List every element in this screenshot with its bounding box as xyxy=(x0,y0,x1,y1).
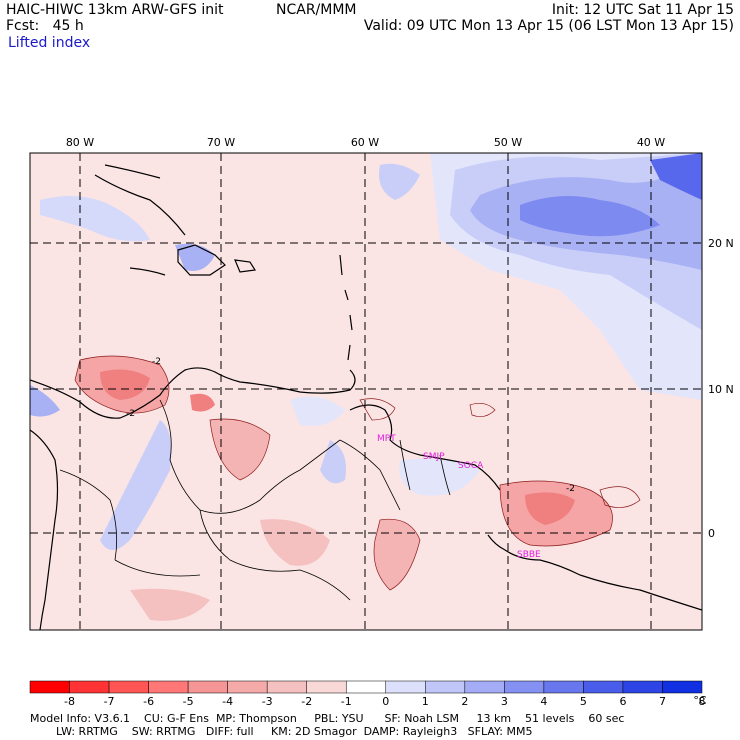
contour-label: -2 xyxy=(566,484,575,494)
colorbar-tick-label: -6 xyxy=(143,695,154,708)
lon-label: 50 W xyxy=(494,136,522,149)
latitude-labels: 20 N 10 N 0 xyxy=(708,237,734,540)
colorbar-tick-label: 6 xyxy=(619,695,626,708)
colorbar-cell xyxy=(108,680,149,694)
model-title: HAIC-HIWC 13km ARW-GFS init xyxy=(6,2,224,18)
station-labels: MPT SMJP SOCA SBBE xyxy=(377,434,541,560)
borders xyxy=(59,399,451,601)
colorbar-cell xyxy=(504,680,545,694)
colorbar-tick-label: 4 xyxy=(540,695,547,708)
longitude-labels: 80 W 70 W 60 W 50 W 40 W xyxy=(66,136,665,149)
station-label: MPT xyxy=(377,434,396,444)
colorbar-cell xyxy=(306,680,347,694)
colorbar-cell xyxy=(345,680,387,694)
colorbar-tick-label: 0 xyxy=(382,695,389,708)
colorbar-tick-label: -5 xyxy=(183,695,194,708)
colorbar-tick-label: -4 xyxy=(222,695,233,708)
colorbar-tick-label: 8 xyxy=(699,695,706,708)
colorbar-cell xyxy=(29,680,70,694)
lat-label: 10 N xyxy=(708,383,734,396)
valid-time: Valid: 09 UTC Mon 13 Apr 15 (06 LST Mon … xyxy=(363,18,734,34)
colorbar-cell xyxy=(148,680,189,694)
lon-label: 70 W xyxy=(207,136,235,149)
colorbar-tick-label: 5 xyxy=(580,695,587,708)
lat-lon-grid xyxy=(30,153,702,630)
model-info-line1: Model Info: V3.6.1 CU: G-F Ens MP: Thomp… xyxy=(30,712,625,725)
colorbar-cell xyxy=(662,680,703,694)
colorbar-cell xyxy=(69,680,110,694)
model-info-line2: LW: RRTMG SW: RRTMG DIFF: full KM: 2D Sm… xyxy=(56,725,533,738)
coastlines xyxy=(30,164,702,630)
contour-lines xyxy=(74,355,641,591)
center-name: NCAR/MMM xyxy=(276,2,357,18)
colorbar-cell xyxy=(583,680,624,694)
colorbar-unit: °C xyxy=(693,694,707,707)
colorbar-cell xyxy=(227,680,268,694)
contour-label: -2 xyxy=(126,409,135,419)
colorbar-cell xyxy=(622,680,663,694)
colorbar-tick-label: -1 xyxy=(341,695,352,708)
colorbar-tick-label: -7 xyxy=(104,695,115,708)
lon-label: 40 W xyxy=(637,136,665,149)
station-label: SBBE xyxy=(517,550,541,560)
forecast-hour: Fcst: 45 h xyxy=(6,18,84,34)
lon-label: 60 W xyxy=(351,136,379,149)
colorbar-cell xyxy=(266,680,307,694)
colorbar-cell xyxy=(385,680,426,694)
colorbar-tick-label: -2 xyxy=(301,695,312,708)
init-time: Init: 12 UTC Sat 11 Apr 15 xyxy=(551,2,734,18)
colorbar-tick-label: 3 xyxy=(501,695,508,708)
station-label: SMJP xyxy=(423,452,445,462)
lat-label: 0 xyxy=(708,527,715,540)
colorbar-cell xyxy=(187,680,228,694)
map-frame xyxy=(29,152,703,631)
colorbar-tick-label: 7 xyxy=(659,695,666,708)
contour-label: -2 xyxy=(152,357,161,367)
colorbar-cell xyxy=(464,680,505,694)
colorbar-tick-label: 2 xyxy=(461,695,468,708)
colorbar-tick-label: -8 xyxy=(64,695,75,708)
colorbar-tick-label: -3 xyxy=(262,695,273,708)
colorbar-cell xyxy=(543,680,584,694)
contour-value-labels: -2 -2 -2 xyxy=(126,357,575,494)
colorbar-cell xyxy=(425,680,466,694)
colorbar xyxy=(29,680,703,694)
colorbar-tick-label: 1 xyxy=(422,695,429,708)
lifted-index-field xyxy=(30,153,702,630)
field-name: Lifted index xyxy=(8,35,91,51)
lat-label: 20 N xyxy=(708,237,734,250)
lon-label: 80 W xyxy=(66,136,94,149)
station-label: SOCA xyxy=(458,461,484,471)
colorbar-tick-labels: -8 -7 -6 -5 -4 -3 -2 -1 0 1 2 3 4 5 6 7 8 xyxy=(64,695,705,708)
